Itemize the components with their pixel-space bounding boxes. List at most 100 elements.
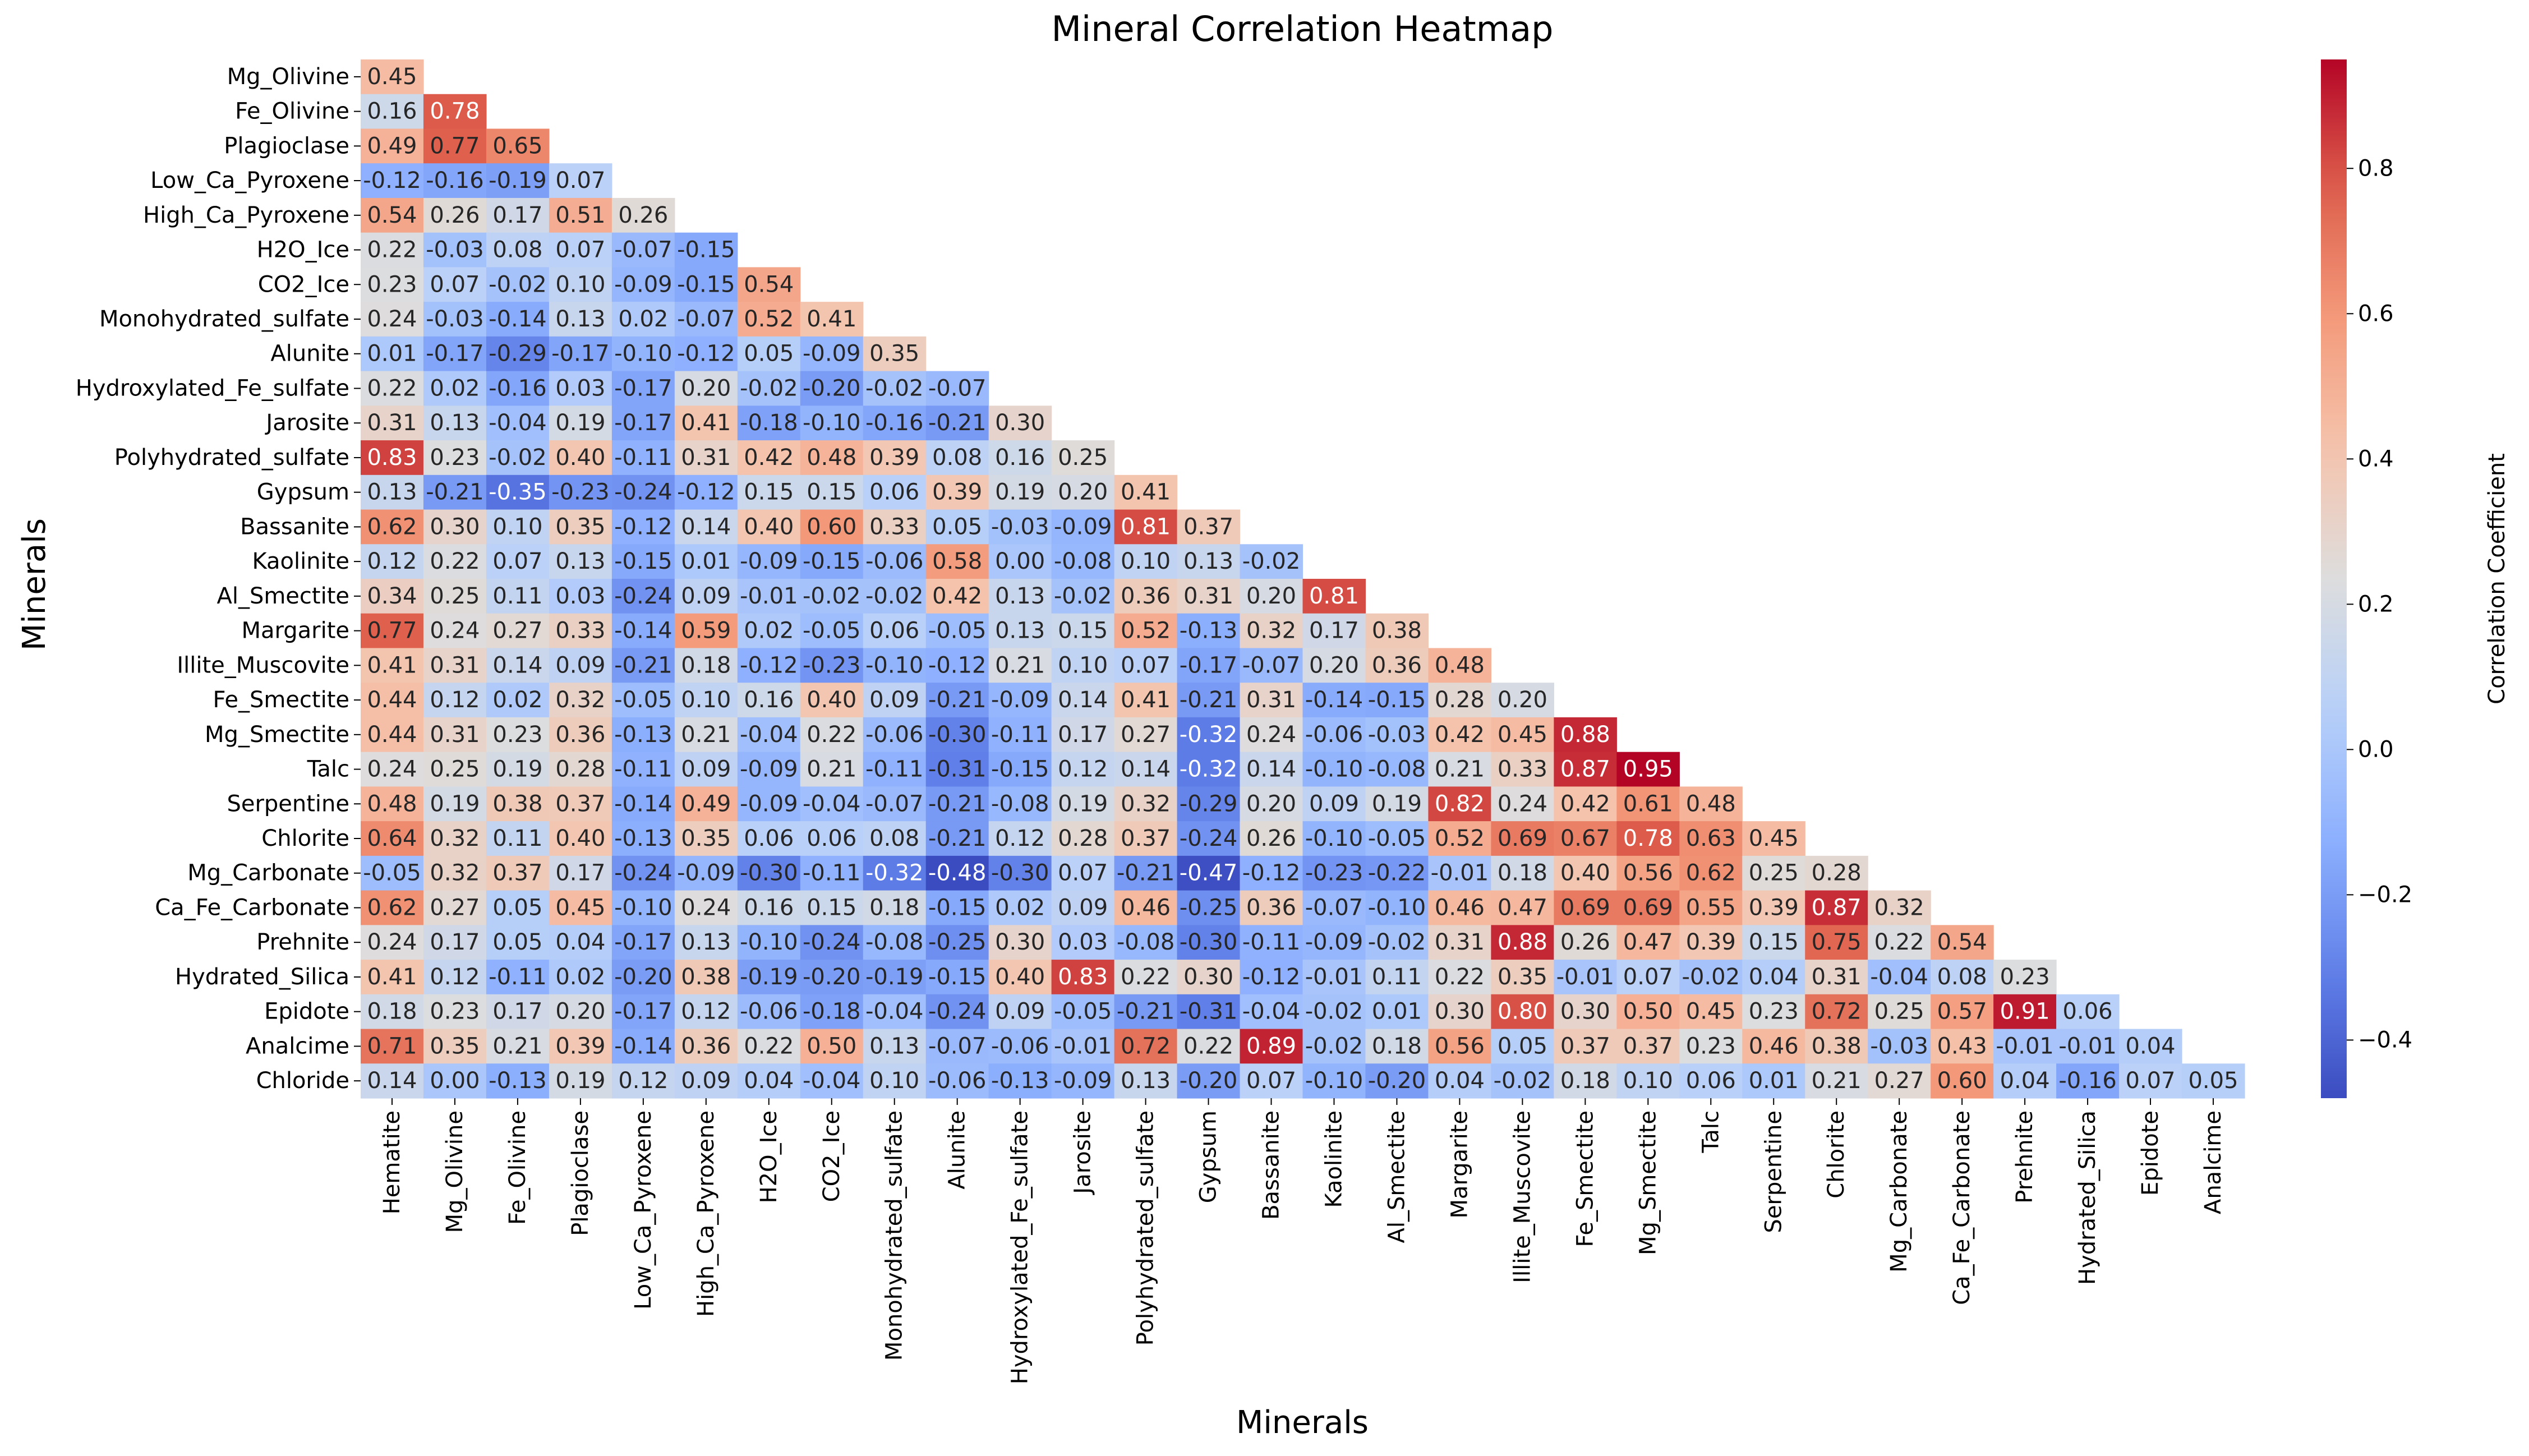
cell-value-label: 0.61: [1623, 791, 1673, 817]
colorbar-label: Correlation Coefficient: [2484, 453, 2510, 704]
cell-value-label: -0.06: [1305, 722, 1363, 748]
heatmap-cell: [1240, 579, 1303, 614]
cell-value-label: 0.07: [2126, 1068, 2176, 1094]
x-tick-label: Chlorite: [1823, 1111, 1849, 1199]
cell-value-label: 0.54: [1937, 929, 1987, 955]
cell-value-label: -0.09: [991, 687, 1049, 713]
y-tick-label: Prehnite: [256, 929, 349, 955]
cell-value-label: 0.25: [1749, 860, 1799, 886]
cell-value-label: 0.17: [492, 999, 542, 1025]
heatmap-cell: [674, 613, 738, 649]
heatmap-cell: [611, 232, 675, 268]
heatmap-cell: [737, 544, 801, 579]
cell-value-label: 0.01: [681, 549, 731, 574]
heatmap-cell: [423, 855, 487, 891]
cell-value-label: 0.77: [367, 618, 417, 644]
heatmap-cell: [1428, 717, 1491, 753]
heatmap-cell: [674, 960, 738, 995]
heatmap-cell: [423, 960, 487, 995]
cell-value-label: 0.18: [869, 895, 919, 920]
heatmap-cell: [988, 717, 1052, 753]
cell-value-label: 0.24: [681, 895, 731, 920]
cell-value-label: 0.45: [1749, 826, 1799, 851]
heatmap-cell: [486, 267, 550, 302]
x-tick-label: H2O_Ice: [756, 1111, 782, 1203]
heatmap-cell: [737, 752, 801, 787]
heatmap-cell: [423, 336, 487, 372]
heatmap-cell: [737, 474, 801, 510]
cell-value-label: 0.01: [367, 341, 417, 367]
cell-value-label: 0.59: [681, 618, 731, 644]
heatmap-cell: [486, 855, 550, 891]
cell-value-label: -0.11: [614, 445, 672, 471]
cell-value-label: 0.72: [1812, 999, 1862, 1025]
cell-value-label: 0.31: [1435, 929, 1485, 955]
cell-value-label: 0.57: [1937, 999, 1987, 1025]
colorbar-tick-label: 0.6: [2358, 301, 2394, 326]
heatmap-cell: [925, 683, 989, 718]
cell-value-label: 0.08: [869, 826, 919, 851]
heatmap-cell: [1931, 1029, 1994, 1064]
heatmap-cell: [988, 613, 1052, 649]
cell-value-label: 0.38: [1812, 1033, 1862, 1059]
heatmap-cell: [1554, 821, 1617, 856]
heatmap-cell: [1679, 994, 1743, 1030]
heatmap-cell: [1742, 1029, 1805, 1064]
y-tick-label: Talc: [307, 757, 349, 782]
heatmap-cell: [925, 648, 989, 683]
heatmap-cell: [1616, 855, 1680, 891]
cell-value-label: 0.05: [492, 929, 542, 955]
y-tick-label: Mg_Olivine: [227, 64, 349, 90]
x-tick-labels: Hematite Mg_Olivine Fe_Olivine Plagioclase L…: [379, 1098, 2226, 1384]
cell-value-label: 0.21: [995, 652, 1045, 678]
cell-value-label: 0.42: [1435, 722, 1485, 748]
cell-value-label: -0.12: [614, 514, 672, 540]
heatmap-cell: [674, 925, 738, 960]
heatmap-cell: [1365, 613, 1429, 649]
cell-value-label: 0.31: [1183, 583, 1233, 609]
cell-value-label: -0.02: [1305, 1033, 1363, 1059]
cell-value-label: 0.32: [430, 826, 480, 851]
cell-value-label: -0.09: [740, 549, 798, 574]
heatmap-cell: [486, 925, 550, 960]
cell-value-label: 0.24: [1498, 791, 1547, 817]
x-tick-label: Low_Ca_Pyroxene: [630, 1111, 656, 1310]
heatmap-cell: [361, 163, 424, 199]
y-tick-label: Jarosite: [264, 410, 349, 436]
heatmap-cell: [423, 1063, 487, 1099]
heatmap-cell: [361, 474, 424, 510]
heatmap-cell: [423, 474, 487, 510]
cell-value-label: -0.48: [928, 860, 987, 886]
cell-value-label: 0.33: [555, 618, 605, 644]
cell-value-label: 0.20: [1498, 687, 1547, 713]
cell-value-label: 0.21: [1435, 757, 1485, 782]
heatmap-cell: [1240, 890, 1303, 925]
cell-value-label: 0.32: [430, 860, 480, 886]
heatmap-cell: [988, 855, 1052, 891]
heatmap-cell: [1616, 752, 1680, 787]
cell-value-label: 0.28: [1058, 826, 1108, 851]
cell-value-label: 0.37: [492, 860, 542, 886]
cell-value-label: 0.83: [1058, 964, 1108, 990]
heatmap-cell: [1114, 1029, 1178, 1064]
y-tick-label: Fe_Olivine: [235, 99, 349, 125]
heatmap-cell: [1805, 855, 1868, 891]
heatmap-cell: [1240, 752, 1303, 787]
cell-value-label: 0.48: [367, 791, 417, 817]
cell-value-label: -0.05: [928, 618, 987, 644]
heatmap-cell: [549, 717, 612, 753]
heatmap-cell: [1428, 648, 1491, 683]
heatmap-cell: [1428, 683, 1491, 718]
heatmap-cell: [361, 544, 424, 579]
heatmap-cell: [674, 579, 738, 614]
heatmap-cell: [737, 717, 801, 753]
cell-value-label: 0.06: [869, 618, 919, 644]
heatmap-cell: [1365, 1029, 1429, 1064]
cell-value-label: 0.10: [1121, 549, 1171, 574]
heatmap-cell: [2119, 1063, 2182, 1099]
cell-value-label: 0.13: [555, 306, 605, 332]
y-tick-label: Analcime: [246, 1033, 349, 1059]
heatmap-cell: [674, 786, 738, 822]
cell-value-label: 0.36: [1372, 652, 1422, 678]
heatmap-cell: [1051, 613, 1115, 649]
